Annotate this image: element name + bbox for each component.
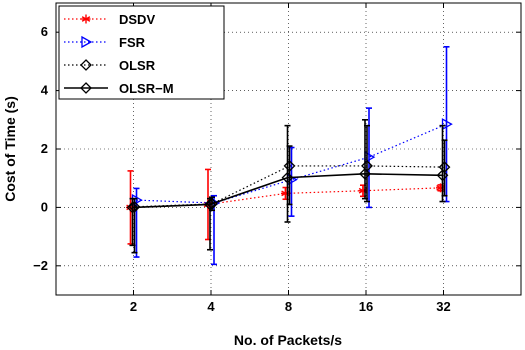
diamond-marker (436, 169, 449, 182)
series-olsr-m (126, 119, 449, 251)
x-tick-label: 16 (359, 299, 373, 314)
diamond-marker (359, 167, 371, 180)
x-tick-label: 32 (436, 299, 450, 314)
triangle-marker (441, 118, 453, 131)
ticks: 2 4 8 16 32 −2 0 2 4 6 (33, 3, 521, 314)
x-tick-label: 2 (130, 299, 137, 314)
diamond-marker (126, 201, 139, 214)
x-tick-label: 8 (285, 299, 292, 314)
legend-entry: DSDV (64, 12, 155, 27)
legend-entry: OLSR−M (64, 81, 174, 96)
y-tick-label: 0 (41, 199, 48, 214)
legend-label: OLSR−M (119, 81, 174, 96)
legend-label: OLSR (119, 58, 156, 73)
diamond-marker (80, 82, 92, 94)
series-layer (126, 45, 453, 266)
asterisk-marker (81, 14, 91, 24)
legend-label: FSR (119, 35, 146, 50)
y-tick-label: 4 (41, 83, 49, 98)
diamond-marker (204, 198, 216, 211)
x-axis-title: No. of Packets/s (234, 332, 342, 348)
diamond-marker (128, 200, 141, 213)
y-tick-label: −2 (33, 258, 48, 273)
legend-label: DSDV (119, 12, 155, 27)
diamond-marker (281, 171, 294, 184)
y-tick-label: 2 (41, 141, 48, 156)
legend: DSDV FSR OLSR OLSR−M (58, 5, 225, 100)
y-axis-title: Cost of Time (s) (2, 96, 18, 202)
triangle-marker (81, 35, 93, 49)
legend-entry: OLSR (64, 58, 156, 73)
y-tick-label: 6 (41, 24, 48, 39)
diamond-marker (283, 160, 296, 172)
x-tick-label: 4 (207, 299, 215, 314)
diamond-marker (80, 59, 92, 71)
legend-entry: FSR (64, 35, 146, 50)
